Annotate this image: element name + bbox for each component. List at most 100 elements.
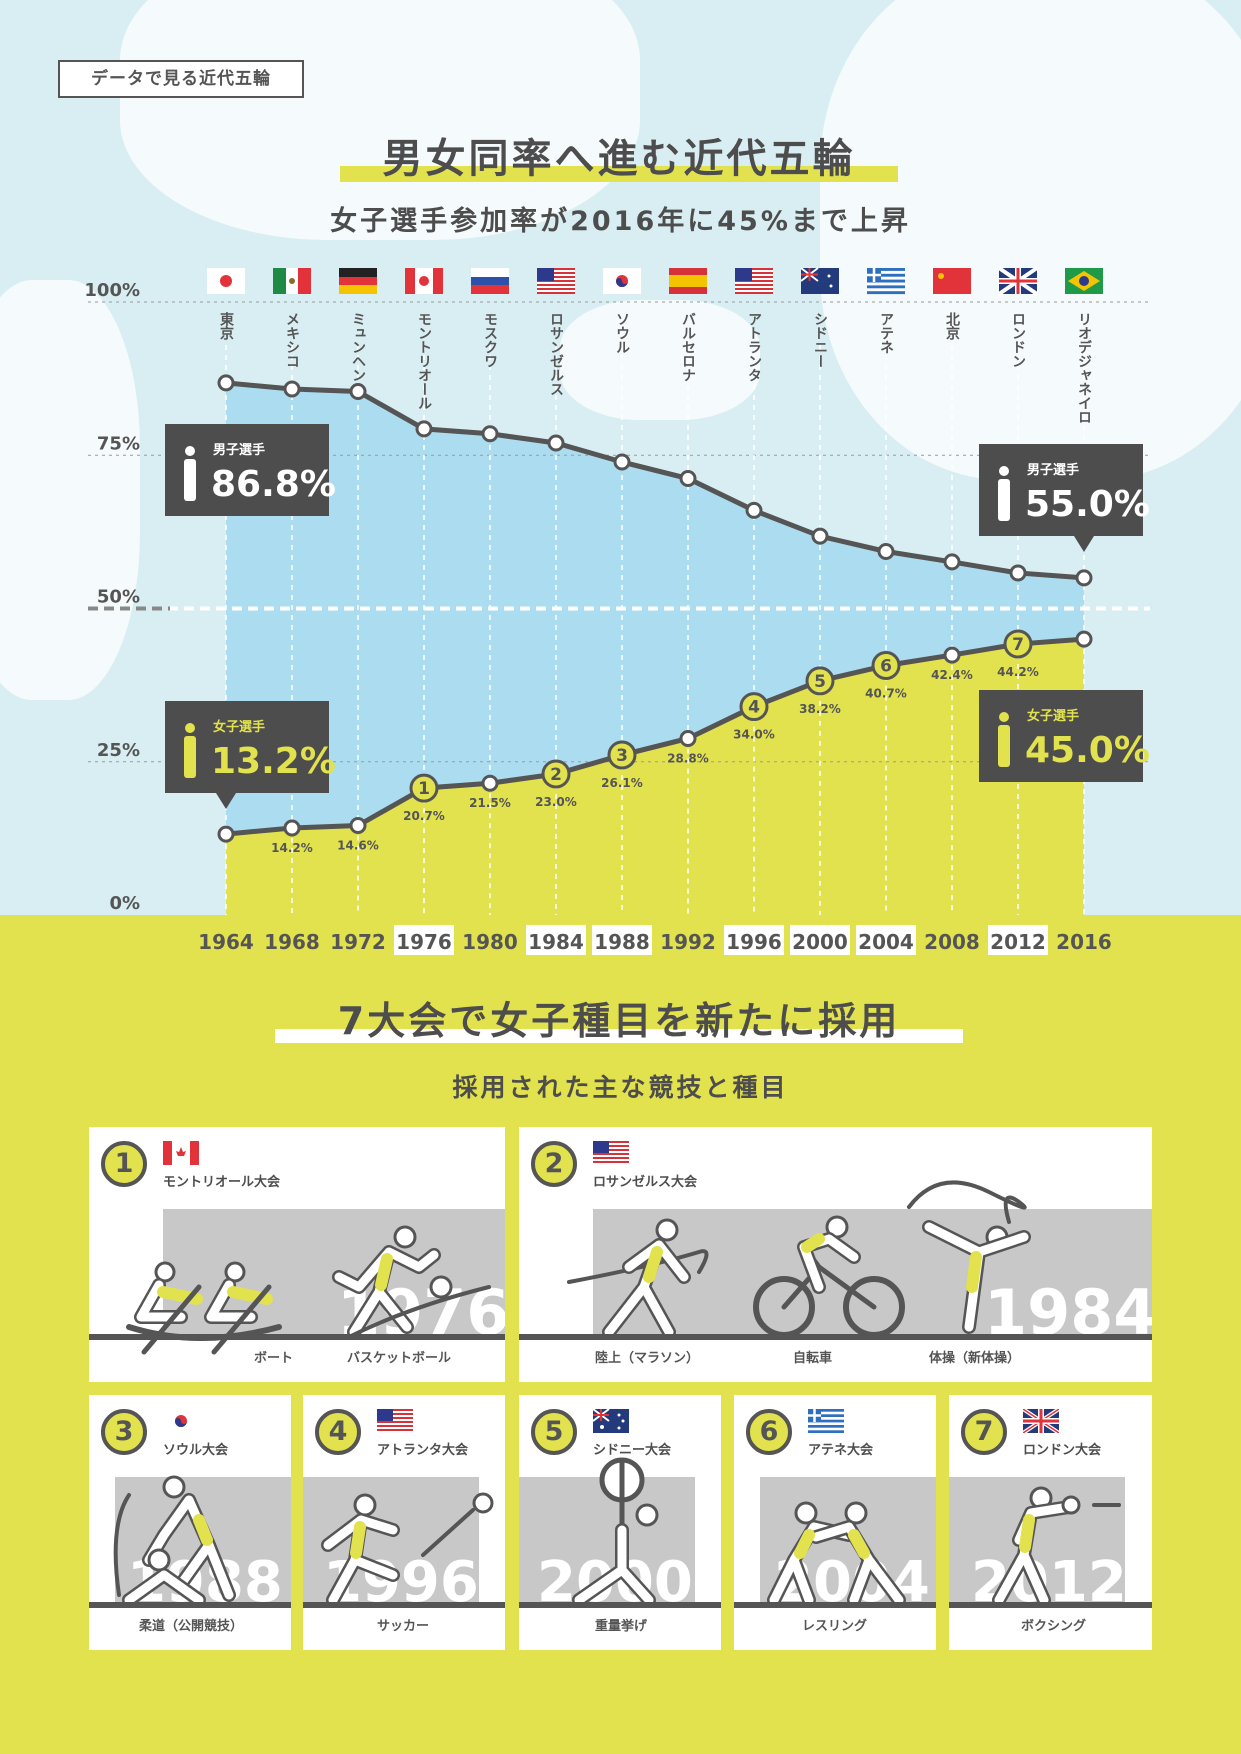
flag-part (298, 268, 311, 294)
flag-part (537, 268, 554, 281)
flag-part (735, 276, 773, 278)
female-point (217, 825, 235, 843)
flag-part (669, 275, 707, 287)
female-marker (739, 692, 769, 722)
map-land (820, 0, 1241, 480)
city-label: バルセロナ (680, 312, 696, 382)
callout-label: 女子選手 (1027, 708, 1079, 724)
subtitle: 女子選手参加率が2016年に45%まで上昇 (330, 206, 911, 237)
card-venue: モントリオール大会 (163, 1175, 281, 1190)
card-ground (949, 1602, 1152, 1608)
male-point (613, 453, 631, 471)
germany-flag-icon (339, 268, 377, 294)
flag-part (827, 274, 831, 278)
boxing-pictogram (992, 1486, 1121, 1607)
year-highlight (856, 925, 916, 955)
card-number-badge: 2 (531, 1141, 577, 1187)
card-event-label: 体操（新体操） (929, 1351, 1021, 1366)
flag-part (735, 280, 773, 282)
participation-chart: 100% 75% 50% 25% 0% 東京 メキシコ ミュンヘン モントリオール モスクワ ロサン… (84, 266, 1150, 915)
male-point (679, 470, 697, 488)
person-icon (185, 446, 195, 456)
female-data-label: 38.2% (799, 702, 841, 716)
person-icon (184, 459, 196, 501)
card-number-badge: 4 (315, 1409, 361, 1455)
x-tick-label: 1980 (462, 930, 518, 954)
female-point (679, 729, 697, 747)
flag-part (339, 277, 377, 285)
brazil-flag-icon (1065, 268, 1103, 294)
flag-part (405, 268, 415, 294)
female-data-label: 44.2% (997, 665, 1039, 679)
male-point (745, 501, 763, 519)
flag-part (537, 276, 575, 278)
greece-flag-icon (808, 1409, 844, 1433)
korea-flag-icon (163, 1409, 199, 1433)
y-tick-label: 50% (97, 587, 140, 608)
map-land (120, 0, 640, 240)
x-tick-label: 1964 (198, 930, 254, 954)
header-tag: データで見る近代五輪 (58, 60, 304, 98)
male-point (283, 380, 301, 398)
city-label: ソウル (614, 312, 630, 354)
event-card-athens: 6 アテネ大会 2004 レスリング (734, 1395, 936, 1650)
callout-value: 13.2% (211, 741, 336, 782)
male-point (1009, 564, 1027, 582)
card-event-label: 柔道（公開競技） (139, 1619, 244, 1634)
soccer-pictogram (321, 1492, 494, 1607)
flag-part (433, 268, 443, 294)
event-card-sydney: 5 シドニー大会 2000 重量挙げ (519, 1395, 721, 1650)
australia-flag-icon (800, 267, 839, 294)
flag-part (1079, 276, 1089, 286)
female-line (225, 636, 1085, 837)
female-point (1075, 630, 1093, 648)
female-marker (1003, 629, 1033, 659)
map-land (0, 280, 140, 700)
city-label: 東京 (218, 311, 234, 341)
x-tick-label: 1996 (726, 930, 782, 954)
event-card-montreal: 1 モントリオール大会 1976 ボート バスケットボール (89, 1127, 505, 1382)
card-venue: アトランタ大会 (377, 1443, 469, 1458)
x-tick-label: 1976 (396, 930, 452, 954)
section2-title-text: 7大会で女子種目を新たに採用 (337, 999, 901, 1043)
card-ground (303, 1602, 505, 1608)
callout-label: 男子選手 (213, 442, 265, 458)
callout-pointer (1074, 536, 1094, 552)
callout-label: 男子選手 (1027, 462, 1079, 478)
callout-value: 45.0% (1025, 730, 1150, 771)
female-data-label: 26.1% (601, 776, 643, 790)
female-marker-number: 6 (880, 657, 892, 677)
flag-part (867, 268, 881, 282)
female-data-label: 34.0% (733, 728, 775, 742)
x-tick-label: 1984 (528, 930, 584, 954)
main-title-text: 男女同率へ進む近代五輪 (382, 136, 856, 182)
x-tick-label: 1968 (264, 930, 320, 954)
city-label: リオデジャネイロ (1076, 312, 1092, 424)
city-label: ロンドン (1010, 312, 1026, 368)
card-venue: アテネ大会 (808, 1443, 874, 1458)
female-marker (409, 773, 439, 803)
spain-flag-icon (669, 268, 707, 294)
korea-flag-icon (603, 268, 641, 294)
uk-flag-icon (1023, 1409, 1059, 1433)
male-point (811, 527, 829, 545)
card-number-badge: 7 (961, 1409, 1007, 1455)
year-highlight (790, 925, 850, 955)
person-icon (185, 723, 195, 733)
flag-part (471, 277, 509, 285)
section2-subtitle: 採用された主な競技と種目 (452, 1073, 789, 1102)
uk-flag-icon (997, 266, 1039, 296)
flag-part (273, 268, 286, 294)
event-card-seoul: 3 ソウル大会 1988 柔道（公開競技） (89, 1395, 291, 1650)
card-number-badge: 6 (746, 1409, 792, 1455)
city-label: ロサンゼルス (548, 312, 564, 396)
flag-part (867, 279, 905, 283)
male-2016-callout: 男子選手 55.0% (979, 444, 1150, 552)
x-tick-label: 1972 (330, 930, 386, 954)
russia-flag-icon (471, 268, 509, 294)
x-axis: 1964 1968 1972 1976 1980 1984 1988 1992 1996 2000… (198, 925, 1112, 955)
female-marker-number: 4 (748, 698, 760, 718)
female-area (226, 639, 1084, 915)
city-label: アテネ (878, 312, 894, 354)
female-data-label: 28.8% (667, 751, 709, 765)
